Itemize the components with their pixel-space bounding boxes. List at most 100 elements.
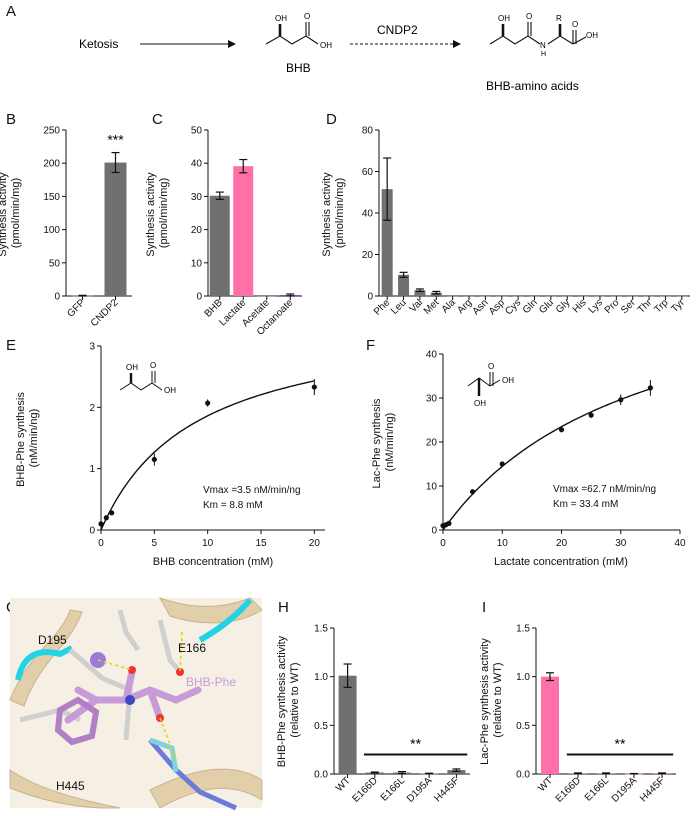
product-h-label: H	[541, 51, 546, 58]
product-o2-label: O	[572, 20, 578, 29]
chart-d-xtick-label-tyr: Tyr	[669, 297, 687, 315]
chart-f-y-label-line1: Lac-Phe synthesis	[371, 398, 383, 488]
chart-f-ytick-label-3: 30	[426, 394, 438, 405]
bhb-amino-acids-label: BHB-amino acids	[486, 79, 579, 93]
chart-b-ytick-label-5: 250	[43, 126, 60, 137]
chart-d-xtick-label-glu: Glu	[537, 297, 556, 316]
chart-c-y-label-line1: Synthesis activity	[145, 172, 157, 257]
cndp2-enzyme-label: CNDP2	[377, 23, 418, 37]
product-o-label: O	[526, 12, 532, 21]
bhb-o-label: O	[304, 12, 310, 21]
chart-d-bar-val	[414, 290, 426, 296]
chart-b-significance-stars: ***	[107, 132, 124, 148]
chart-f-point-7	[618, 397, 624, 403]
panel-letter-i: I	[482, 599, 486, 616]
chart-e-xtick-label-1: 5	[152, 538, 158, 549]
chart-i-ytick-label-3: 1.5	[516, 624, 530, 635]
chart-h-xtick-label-e166d: E166D	[351, 775, 380, 804]
stick-residue-1	[68, 648, 133, 741]
panel-letter-h: H	[278, 599, 289, 616]
chart-i-y-label: Lac-Phe synthesis activity (relative to …	[479, 635, 504, 765]
chart-e-ytick-label-2: 2	[89, 403, 95, 414]
chart-f-ytick-label-2: 20	[426, 438, 438, 449]
ribbon-upper-left	[9, 609, 83, 707]
chart-f-lactate-inset	[467, 372, 501, 396]
chart-h-y-label-line2: (relative to WT)	[289, 662, 301, 737]
chart-f-fit-curve	[442, 388, 651, 531]
panel-letter-f: F	[366, 337, 375, 354]
chart-e-ytick-label-1: 1	[89, 464, 95, 475]
chart-d-xtick-label-gln: Gln	[521, 297, 540, 316]
product-r-label: R	[556, 14, 562, 23]
chart-d-xtick-label-met: Met	[422, 297, 442, 317]
chart-d-bar-phe	[381, 189, 393, 296]
chart-d-xtick-label-ala: Ala	[440, 297, 458, 315]
ligand-bhb-phe	[64, 668, 202, 724]
chart-b-ytick-label-2: 100	[43, 225, 60, 236]
chart-f-y-label: Lac-Phe synthesis (nM/min/ng)	[371, 396, 396, 489]
chart-i-y-label-line1: Lac-Phe synthesis activity	[479, 638, 491, 765]
chart-c-substrate-selectivity: Synthesis activity (pmol/min/mg) 0 10 20 30…	[145, 126, 302, 338]
chart-d-xtick-label-cys: Cys	[503, 297, 523, 317]
chart-d-xtick-label-ser: Ser	[619, 297, 638, 316]
chart-c-y-label: Synthesis activity (pmol/min/mg)	[145, 169, 170, 256]
chart-e-xtick-label-3: 15	[255, 538, 267, 549]
chart-e-xtick-label-0: 0	[98, 538, 104, 549]
chart-f-y-label-line2: (nM/min/ng)	[384, 413, 396, 472]
chart-d-xtick-label-arg: Arg	[455, 297, 474, 316]
ribbon-lower-left	[9, 769, 121, 809]
chart-d-xtick-label-pro: Pro	[603, 297, 622, 316]
chart-i-bar-wt	[541, 676, 559, 774]
bhb-acid-oh-label: OH	[320, 41, 332, 50]
ketosis-label: Ketosis	[79, 37, 118, 51]
chart-h-xtick-label-e166l: E166L	[379, 775, 408, 804]
chart-e-bhb-kinetics: BHB-Phe synthesis (nM/min/ng) BHB concen…	[15, 342, 325, 568]
chart-b-bar-cndp2	[104, 162, 127, 296]
product-oh-label: OH	[498, 14, 510, 23]
chart-d-xtick-label-gly: Gly	[554, 297, 572, 315]
label-bhb-phe: BHB-Phe	[186, 675, 236, 689]
chart-e-xtick-label-2: 10	[202, 538, 214, 549]
stick-histidine	[148, 738, 238, 811]
helix-e166	[198, 598, 253, 643]
chart-d-y-label: Synthesis activity (pmol/min/mg)	[321, 169, 346, 256]
chart-d-y-label-line1: Synthesis activity	[321, 172, 333, 257]
bhb-amino-acid-structure	[489, 22, 587, 45]
chart-f-xtick-label-1: 10	[497, 538, 509, 549]
chart-b-ytick-label-1: 50	[49, 258, 61, 269]
chart-h-ytick-label-1: 0.5	[314, 721, 328, 732]
chart-f-xtick-label-4: 40	[674, 538, 686, 549]
chart-d-xtick-label-asp: Asp	[487, 297, 507, 317]
chart-d-xtick-label-lys: Lys	[587, 297, 606, 316]
chart-c-bar-bhb	[209, 195, 230, 296]
ligand-phenyl-ring	[54, 696, 100, 746]
chart-i-xtick-label-e166d: E166D	[554, 775, 583, 804]
nitrogen-atom	[125, 695, 135, 705]
chart-e-y-label-line1: BHB-Phe synthesis	[15, 392, 27, 487]
stick-residue-3	[117, 609, 141, 652]
chart-d-xtick-label-leu: Leu	[389, 297, 409, 317]
chart-b-y-label-line1: Synthesis activity	[0, 172, 9, 257]
panel-letter-e: E	[6, 337, 16, 354]
chart-f-point-4	[499, 461, 505, 467]
chart-d-xtick-label-thr: Thr	[636, 297, 655, 316]
chart-e-point-5	[311, 384, 317, 390]
chart-e-vmax-text: Vmax =3.5 nM/min/ng	[203, 485, 301, 496]
product-n-label: N	[540, 41, 546, 50]
chart-i-xtick-label-wt: WT	[536, 775, 555, 794]
chart-e-xtick-label-4: 20	[309, 538, 321, 549]
chart-b-synthesis-gfp-vs-cndp2: Synthesis activity (pmol/min/mg) 0 50 100 1…	[0, 126, 132, 329]
chart-h-xtick-label-wt: WT	[334, 775, 353, 794]
chart-e-y-label-line2: (nM/min/ng)	[28, 409, 40, 468]
chart-e-point-1	[103, 515, 109, 521]
chart-f-point-5	[558, 427, 565, 433]
chart-d-y-label-line2: (pmol/min/mg)	[334, 178, 346, 248]
chart-e-inset-oh: OH	[126, 363, 138, 372]
chart-e-ytick-label-0: 0	[89, 526, 95, 537]
chart-f-point-6	[588, 412, 594, 418]
chart-d-amino-acid-selectivity: Synthesis activity (pmol/min/mg) 0 20 40 60…	[321, 126, 690, 318]
chart-b-xtick-label-gfp: GFP	[65, 297, 88, 320]
chart-f-xtick-label-0: 0	[440, 538, 446, 549]
chart-h-ytick-label-3: 1.5	[314, 624, 328, 635]
